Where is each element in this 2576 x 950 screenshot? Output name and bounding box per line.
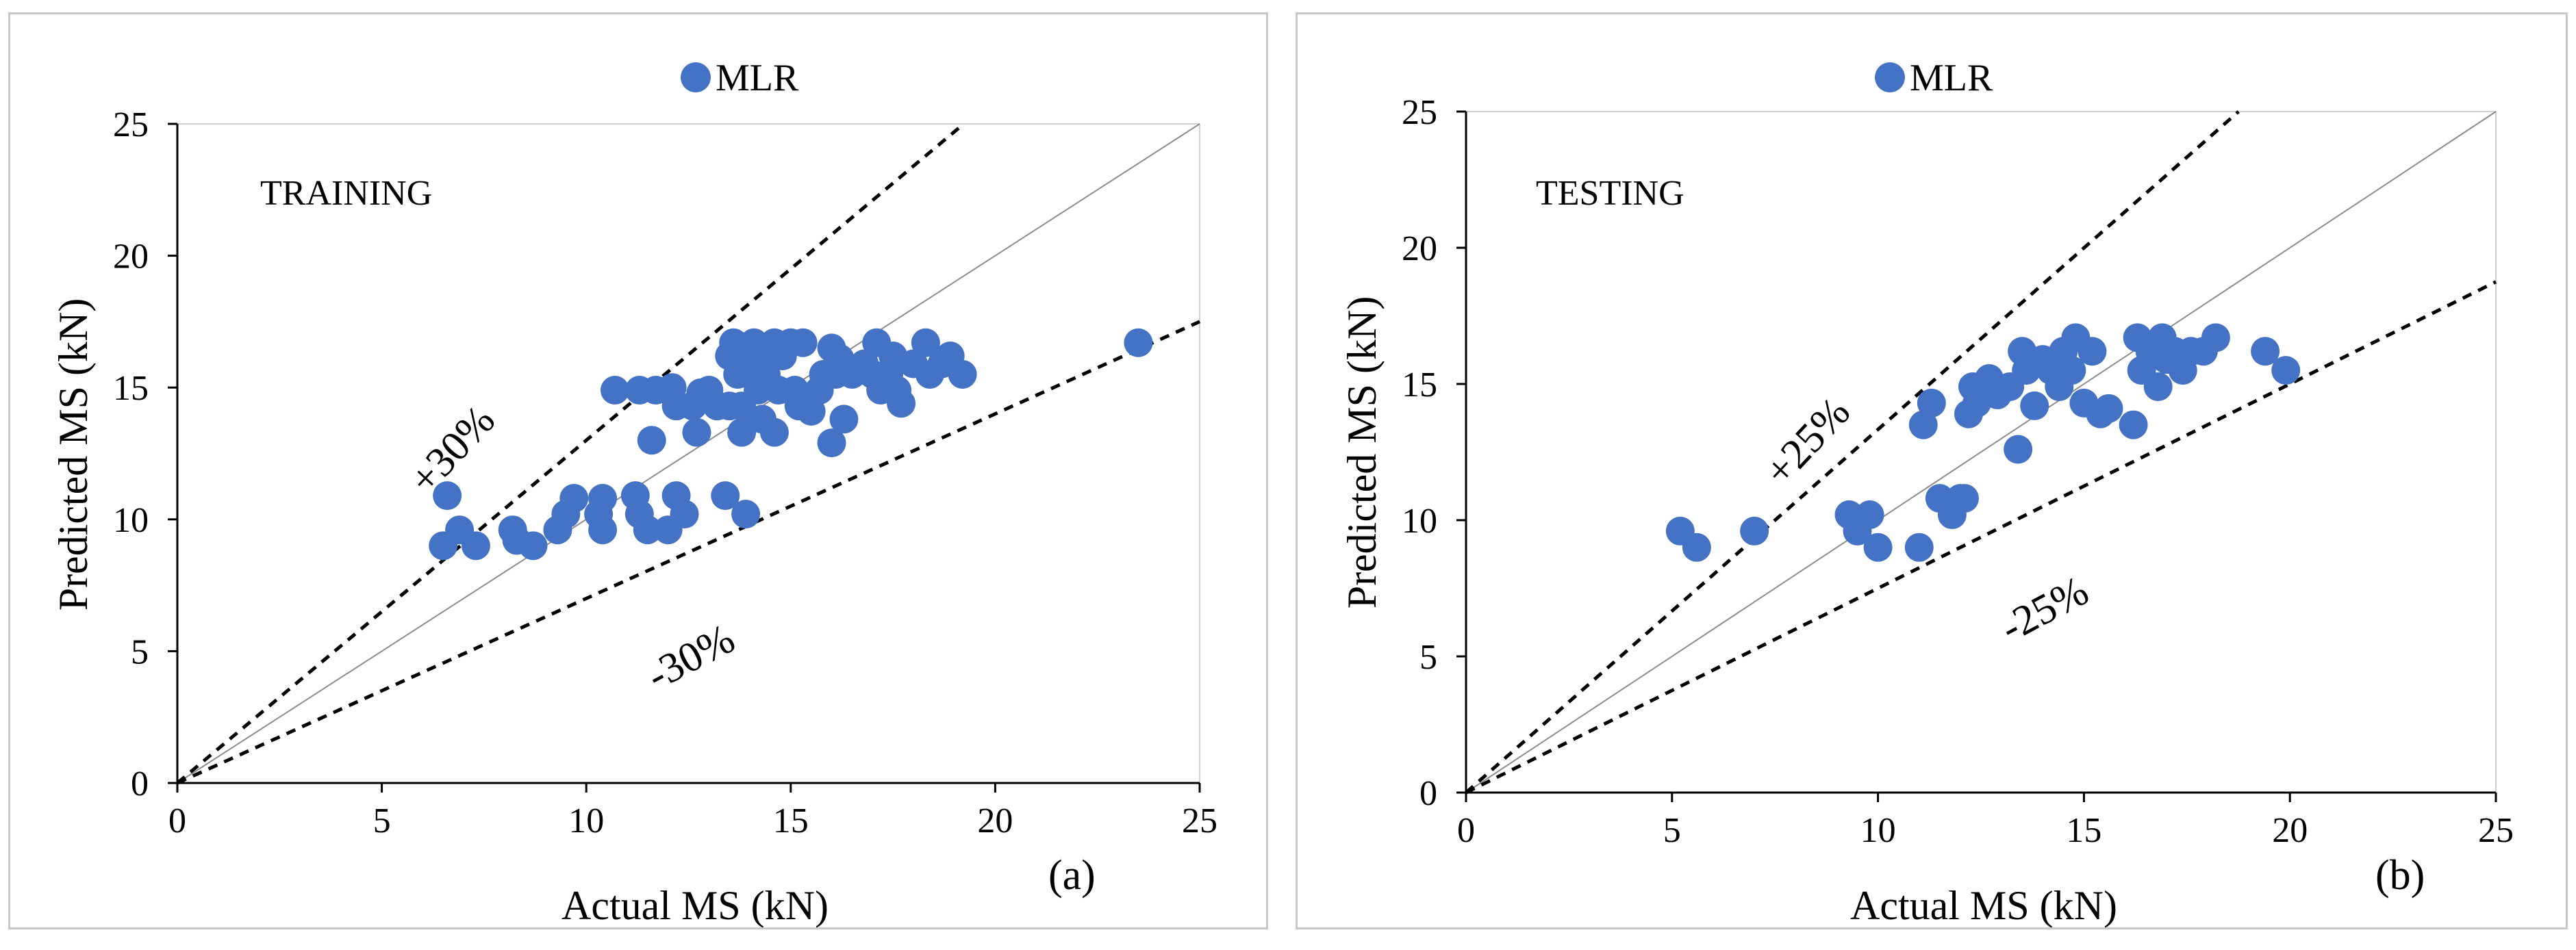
data-point	[682, 418, 711, 447]
y-axis-label: Predicted MS (kN)	[51, 298, 96, 611]
data-point	[711, 481, 740, 511]
x-tick-label: 20	[977, 801, 1013, 840]
x-tick-label: 10	[1860, 811, 1896, 850]
line-1-to-1	[1465, 111, 2497, 793]
data-point	[1682, 532, 1711, 562]
data-point	[433, 481, 462, 511]
y-axis-label: Predicted MS (kN)	[1339, 296, 1385, 609]
legend-marker	[1875, 62, 1905, 92]
data-point	[633, 515, 662, 545]
data-point	[1917, 388, 1946, 418]
panel-label: (a)	[1048, 852, 1096, 899]
data-point	[2057, 356, 2086, 385]
data-point	[637, 426, 666, 455]
chart-panel-a: 0 5 10 15 20 25 0 5 10 15 20 25 MLR TRAINING (a) Actual…	[8, 12, 1268, 929]
line-1-to-1	[177, 123, 1200, 784]
data-point	[670, 500, 699, 529]
lower-bound-line	[1465, 280, 2497, 795]
x-tick-label: 25	[1182, 801, 1217, 840]
y-tick-label: 25	[113, 105, 149, 144]
y-tick-label: 5	[1419, 638, 1437, 677]
x-axis-label: Actual MS (kN)	[1850, 883, 2117, 927]
data-point	[727, 418, 757, 447]
y-tick-label: 10	[113, 501, 149, 540]
y-tick-label: 20	[1402, 229, 1437, 268]
legend-label: MLR	[716, 57, 799, 99]
y-tick-label: 0	[1419, 774, 1437, 813]
data-point	[1949, 484, 1979, 513]
data-point	[2119, 410, 2148, 439]
data-point	[588, 515, 618, 545]
x-axis-label: Actual MS (kN)	[561, 883, 829, 927]
y-tick-label: 25	[1402, 93, 1437, 132]
x-tick-label: 20	[2272, 811, 2308, 850]
x-tick-label: 0	[168, 801, 186, 840]
data-point	[731, 500, 761, 529]
data-point	[518, 531, 548, 561]
y-tick-label: 10	[1402, 502, 1437, 541]
lower-bound-label: -25%	[1993, 567, 2096, 652]
data-point	[1904, 532, 1934, 562]
upper-bound-line	[176, 123, 965, 784]
scatter-chart-training: 0 5 10 15 20 25 0 5 10 15 20 25 MLR TRAINING (a) Actual…	[51, 57, 1217, 927]
data-point	[887, 389, 916, 418]
x-tick-label: 15	[2066, 811, 2101, 850]
chart-layer: 0 5 10 15 20 25 0 5 10 15 20 25 MLR TRAINING (a) Actual…	[51, 57, 1217, 927]
x-tick-label: 5	[1663, 811, 1681, 850]
data-point	[2004, 435, 2033, 464]
upper-bound-line	[1465, 110, 2240, 794]
data-point	[2271, 356, 2301, 385]
y-tick-label: 15	[113, 369, 149, 408]
data-point	[2143, 372, 2173, 401]
data-point	[461, 531, 490, 561]
x-tick-label: 5	[373, 801, 391, 840]
y-tick-label: 15	[1402, 365, 1437, 405]
chart-annotation: TRAINING	[260, 174, 432, 213]
data-point	[948, 359, 977, 389]
chart-panel-b: 0 5 10 15 20 25 0 5 10 15 20 25 MLR TESTING (b) Actual …	[1296, 12, 2568, 929]
data-point	[588, 483, 618, 513]
data-point	[2094, 394, 2123, 423]
x-tick-label: 25	[2478, 811, 2514, 850]
lower-bound-label: -30%	[639, 615, 742, 699]
y-tick-label: 5	[131, 632, 149, 671]
data-point	[829, 405, 859, 434]
chart-annotation: TESTING	[1536, 174, 1684, 213]
y-tick-label: 0	[131, 765, 149, 804]
data-point	[2201, 323, 2230, 352]
data-point	[2020, 391, 2049, 420]
data-point	[559, 483, 589, 513]
data-point	[1863, 532, 1893, 562]
data-point	[759, 418, 789, 447]
x-tick-label: 0	[1457, 811, 1475, 850]
x-tick-label: 10	[568, 801, 604, 840]
upper-bound-label: +25%	[1756, 389, 1859, 495]
data-point	[601, 376, 630, 405]
data-point	[1855, 500, 1884, 530]
data-point	[788, 328, 818, 357]
data-point	[2251, 337, 2280, 366]
data-point	[1908, 410, 1938, 439]
data-point	[1124, 328, 1153, 357]
data-point	[817, 428, 846, 458]
data-point	[2078, 337, 2107, 366]
scatter-chart-testing: 0 5 10 15 20 25 0 5 10 15 20 25 MLR TESTING (b) Actual …	[1339, 57, 2514, 927]
legend-label: MLR	[1910, 57, 1993, 99]
panel-label: (b)	[2375, 852, 2425, 899]
x-tick-label: 15	[773, 801, 809, 840]
chart-layer: 0 5 10 15 20 25 0 5 10 15 20 25 MLR TESTING (b) Actual …	[1339, 57, 2514, 927]
y-tick-label: 20	[113, 238, 149, 277]
data-point	[911, 328, 940, 357]
data-point	[1740, 516, 1769, 545]
legend-marker	[681, 62, 711, 92]
